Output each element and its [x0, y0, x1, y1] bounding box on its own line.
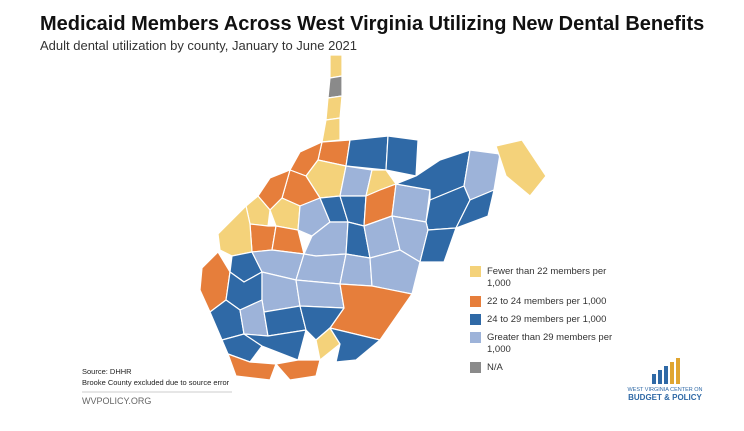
county [419, 227, 457, 263]
county [329, 327, 381, 363]
county [329, 54, 343, 79]
county [275, 359, 321, 381]
county [495, 139, 547, 197]
legend-swatch [470, 362, 481, 373]
site: WVPOLICY.ORG [82, 396, 151, 406]
county [321, 117, 341, 143]
county [339, 253, 373, 287]
legend-swatch [470, 314, 481, 325]
logo-top: WEST VIRGINIA CENTER ON [627, 387, 702, 393]
county [369, 249, 421, 295]
county [385, 135, 419, 177]
logo: WEST VIRGINIA CENTER ON BUDGET & POLICY [627, 358, 703, 402]
source: Source: DHHR [82, 367, 132, 376]
county [243, 329, 307, 361]
county [295, 253, 347, 285]
county [217, 205, 253, 257]
county [227, 353, 277, 381]
legend-swatch [470, 266, 481, 277]
title: Medicaid Members Across West Virginia Ut… [40, 13, 704, 35]
subtitle: Adult dental utilization by county, Janu… [40, 38, 357, 53]
legend-label: 22 to 24 members per 1,000 [487, 296, 606, 307]
county [295, 279, 345, 309]
county [345, 135, 389, 171]
legend: Fewer than 22 members per 1,000 22 to 24 m… [470, 266, 612, 373]
county [463, 149, 501, 201]
legend-label: N/A [487, 362, 504, 373]
legend-swatch [470, 332, 481, 343]
county [391, 183, 431, 223]
legend-label: Greater than 29 members per 1,000 [487, 332, 612, 355]
logo-bottom: BUDGET & POLICY [628, 393, 702, 402]
county [327, 75, 343, 99]
legend-swatch [470, 296, 481, 307]
legend-label: 24 to 29 members per 1,000 [487, 314, 606, 325]
map [199, 54, 547, 381]
note: Brooke County excluded due to source err… [82, 378, 230, 387]
county [325, 95, 343, 121]
legend-label: Fewer than 22 members per 1,000 [487, 266, 606, 289]
county [455, 189, 495, 229]
